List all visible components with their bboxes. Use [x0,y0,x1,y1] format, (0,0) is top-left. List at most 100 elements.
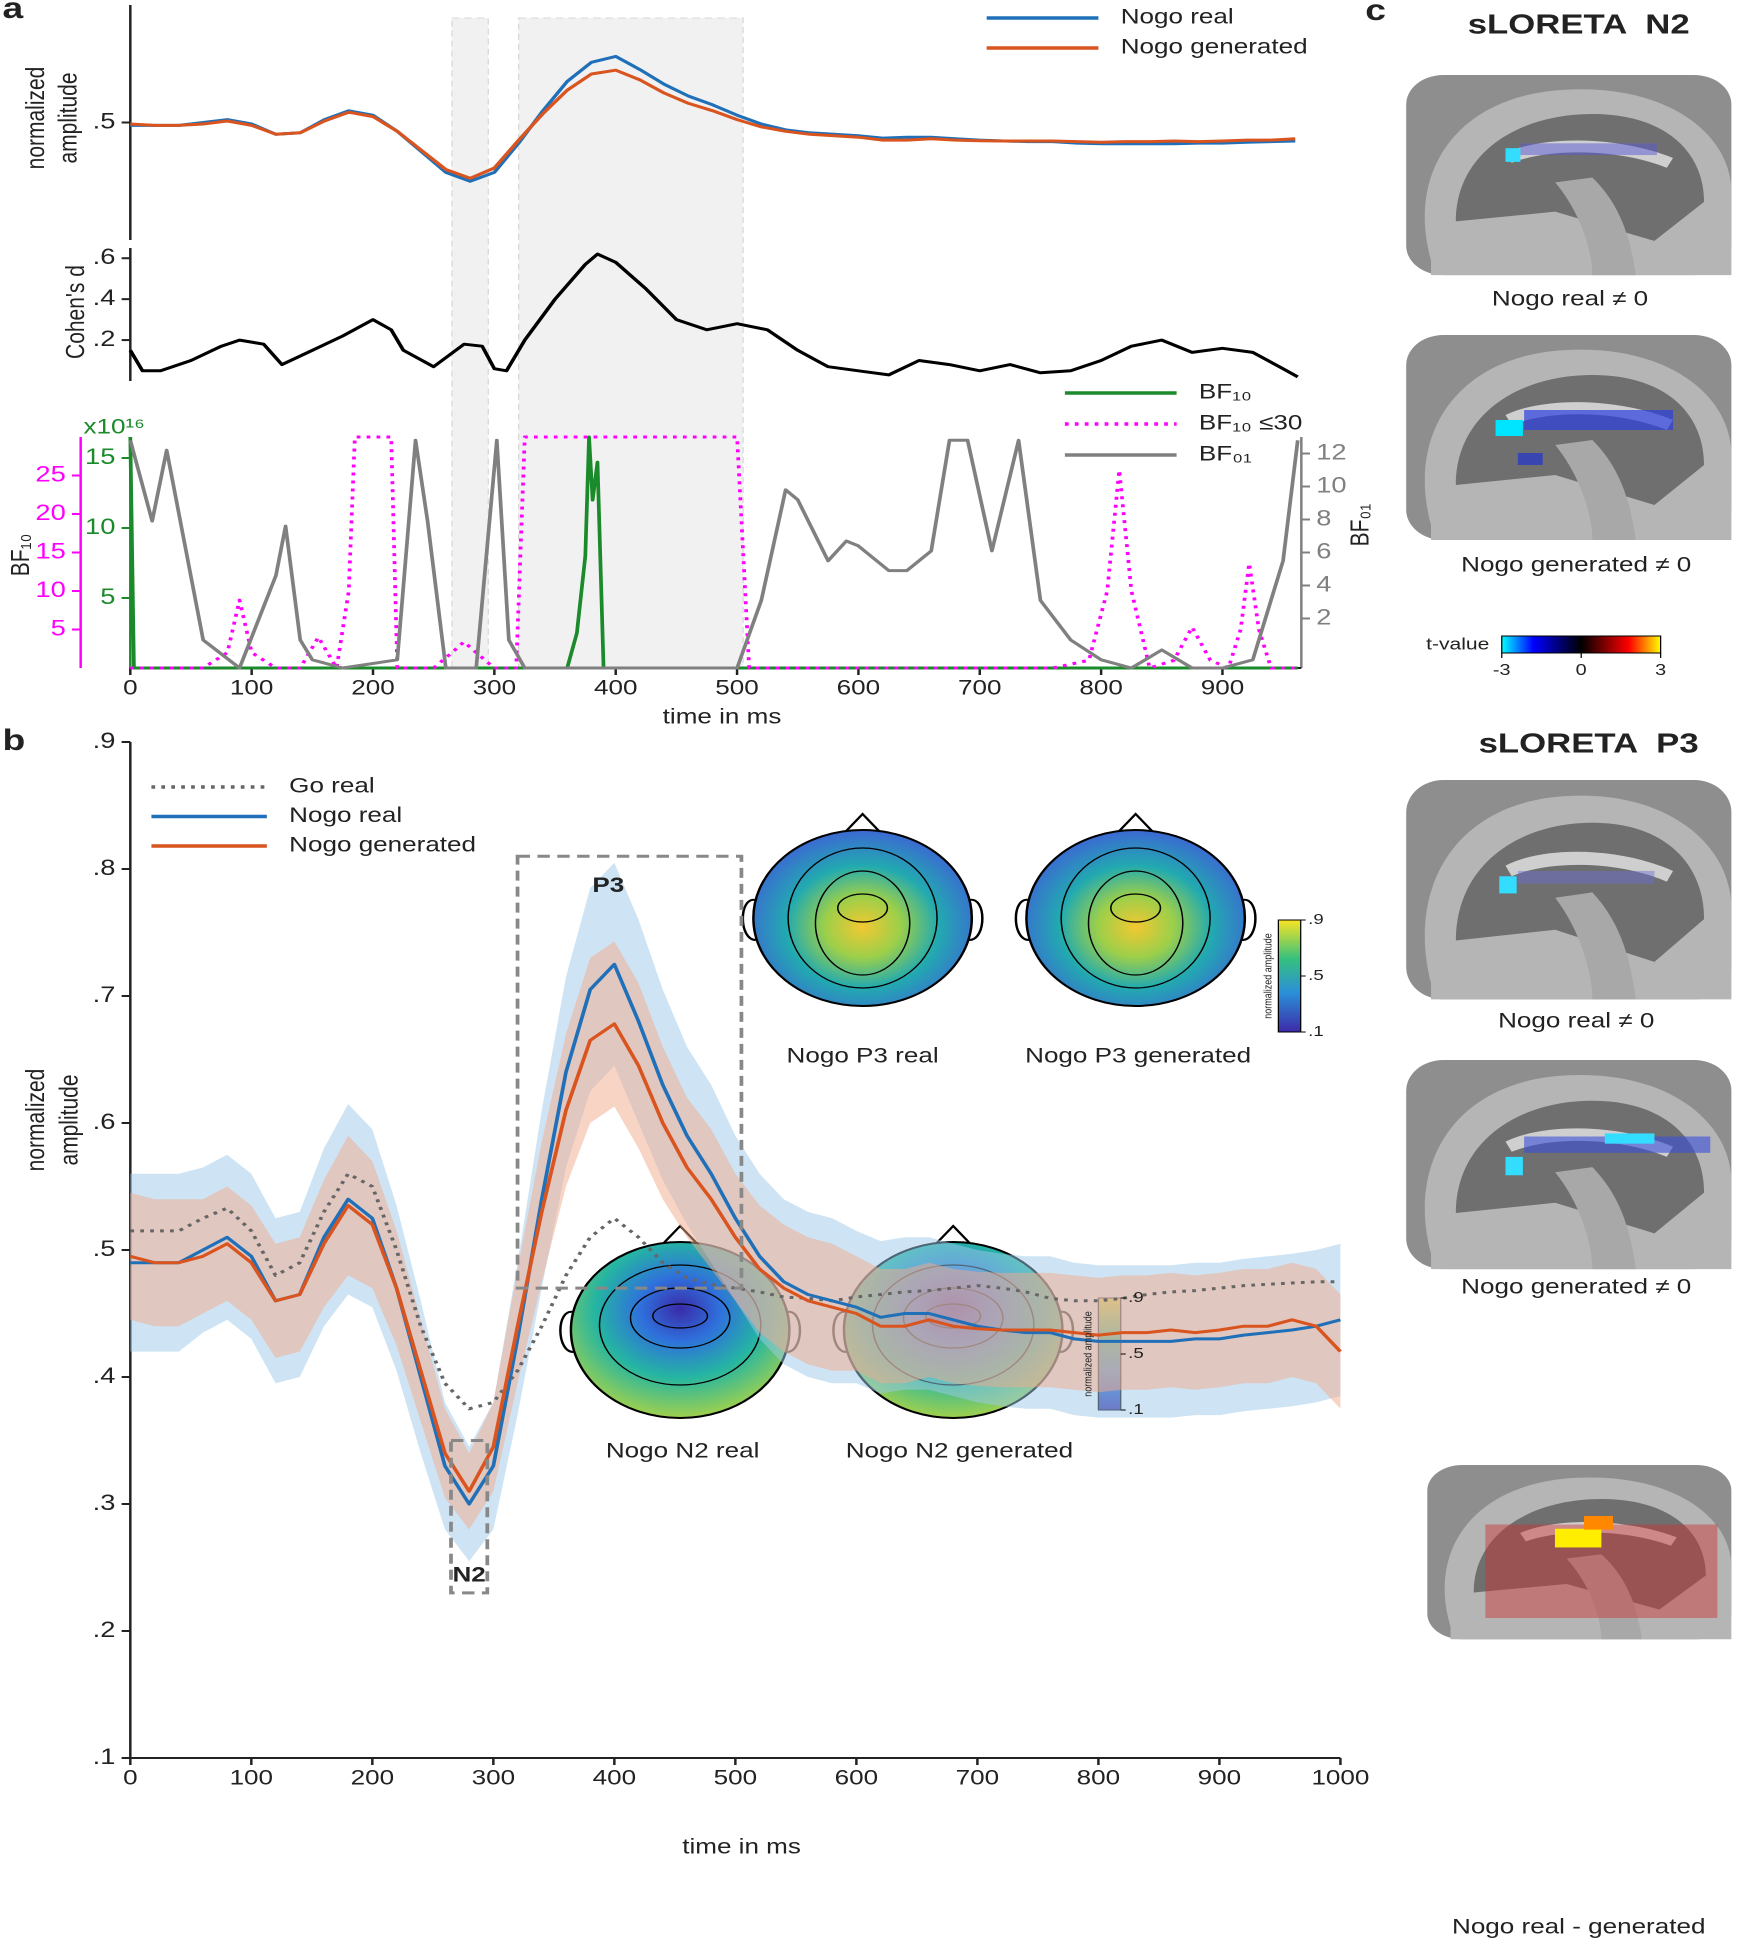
caption: Nogo real ≠ 0 [1498,1010,1654,1033]
y-tick-label: 2 [1316,606,1331,630]
y-tick-label: .6 [93,1110,116,1134]
panel-title: sLORETA N2 [1468,8,1690,40]
y-tick-label: 5 [51,617,66,641]
x-tick-label: 0 [123,677,138,700]
legend-label: Nogo real [1121,6,1234,29]
y-tick-label: .8 [93,856,116,880]
colorbar-tick-label: .5 [1128,1345,1144,1362]
panel-title: sLORETA P3 [1479,727,1699,759]
caption: Nogo generated ≠ 0 [1461,1276,1691,1299]
y-axis-label: normalized [22,1069,51,1172]
brain-image [1406,1060,1732,1270]
x-tick-label: 900 [1201,677,1244,700]
y-axis-label: normalized [22,67,51,170]
x-tick-label: 800 [1079,677,1122,700]
panel-label: b [2,723,25,757]
brain-images [1406,75,1732,1640]
x-tick-label: 700 [958,677,1001,700]
y-axis-label: amplitude [56,1074,85,1165]
x-tick-label: 600 [835,1767,878,1790]
x-tick-label: 300 [472,1767,515,1790]
legend-label: Nogo generated [289,834,476,857]
y3-axis-label: x10¹⁶ [83,416,144,439]
y-axis-label: BF₁₀ [7,534,36,577]
topomap [741,812,984,1007]
highlight-span [518,17,744,669]
inset-label: Nogo P3 real [787,1045,939,1068]
caption: Nogo real - generated [1452,1916,1705,1939]
y-tick-label: 8 [1316,507,1331,531]
highlight-span [451,17,489,669]
legend-label: Go real [289,775,374,798]
annotation-label: N2 [452,1564,485,1587]
colorbar-tick-label: .9 [1128,1289,1144,1306]
inset-label: Nogo P3 generated [1025,1045,1251,1068]
series-line [130,962,1342,1506]
y-tick-label: 20 [35,501,65,525]
panel-label: c [1365,0,1386,27]
colorbar [1277,919,1302,1033]
x-tick-label: 700 [956,1767,999,1790]
panel-label: a [2,0,24,25]
colorbar-title: normalized amplitude [1083,1311,1095,1397]
y-tick-label: 12 [1316,441,1346,465]
x-axis-label: time in ms [682,1836,801,1859]
x-tick-label: 200 [351,677,394,700]
brain-image [1406,75,1732,276]
y-tick-label: .2 [93,1618,116,1642]
legend-label: Nogo real [289,804,402,827]
brain-image [1406,335,1732,540]
x-axis-label: time in ms [663,706,782,729]
x-tick-label: 200 [351,1767,394,1790]
series-line [128,438,1300,670]
y-tick-label: .9 [93,729,116,753]
x-tick-label: 1000 [1311,1767,1369,1790]
x-tick-label: 400 [594,677,637,700]
y-tick-label: .7 [93,983,116,1007]
y-tick-label: .4 [93,286,116,310]
y-tick-label: 15 [85,445,115,469]
y-tick-label: 4 [1316,573,1331,597]
x-tick-label: 0 [123,1767,138,1790]
annotation-box [449,1439,490,1595]
brain-image [1427,1465,1732,1640]
inset-label: Nogo N2 real [606,1440,760,1463]
colorbar-tick-label: .5 [1308,967,1324,984]
legend-label: BF₁₀ [1199,381,1252,404]
colorbar-title: normalized amplitude [1263,933,1275,1019]
legend-label: BF₀₁ [1199,443,1252,466]
y-tick-label: 10 [35,578,65,602]
x-tick-label: 800 [1077,1767,1120,1790]
series-line [130,435,1298,670]
x-tick-label: 400 [593,1767,636,1790]
caption: Nogo generated ≠ 0 [1461,554,1691,577]
y-tick-label: 25 [35,463,65,487]
series-line [128,252,1299,379]
annotation-box [515,854,744,1290]
y2-axis-label: BF₀₁ [1346,504,1375,547]
topomap [1014,812,1257,1007]
colorbar-title: t-value [1426,635,1489,654]
x-tick-label: 500 [714,1767,757,1790]
x-tick-label: 900 [1198,1767,1241,1790]
legend-label: BF₁₀ ≤30 [1199,412,1302,435]
y-axis-label: Cohen's d [62,265,91,359]
colorbar-tick-label: -3 [1493,661,1511,679]
y-tick-label: .1 [93,1745,116,1769]
y-tick-label: 10 [85,515,115,539]
legend-label: Nogo generated [1121,36,1308,59]
y-tick-label: 15 [35,540,65,564]
y-tick-label: .2 [93,327,116,351]
x-tick-label: 100 [230,1767,273,1790]
colorbar-tick-label: 0 [1576,661,1587,679]
x-tick-label: 600 [837,677,880,700]
colorbar-tick-label: .1 [1308,1023,1324,1040]
x-tick-label: 100 [230,677,273,700]
series-line [129,1022,1342,1493]
colorbar-tick-label: 3 [1655,661,1666,679]
y-tick-label: .5 [93,1237,116,1261]
y-tick-label: .6 [93,245,116,269]
x-tick-label: 300 [473,677,516,700]
y-tick-label: 10 [1316,474,1346,498]
